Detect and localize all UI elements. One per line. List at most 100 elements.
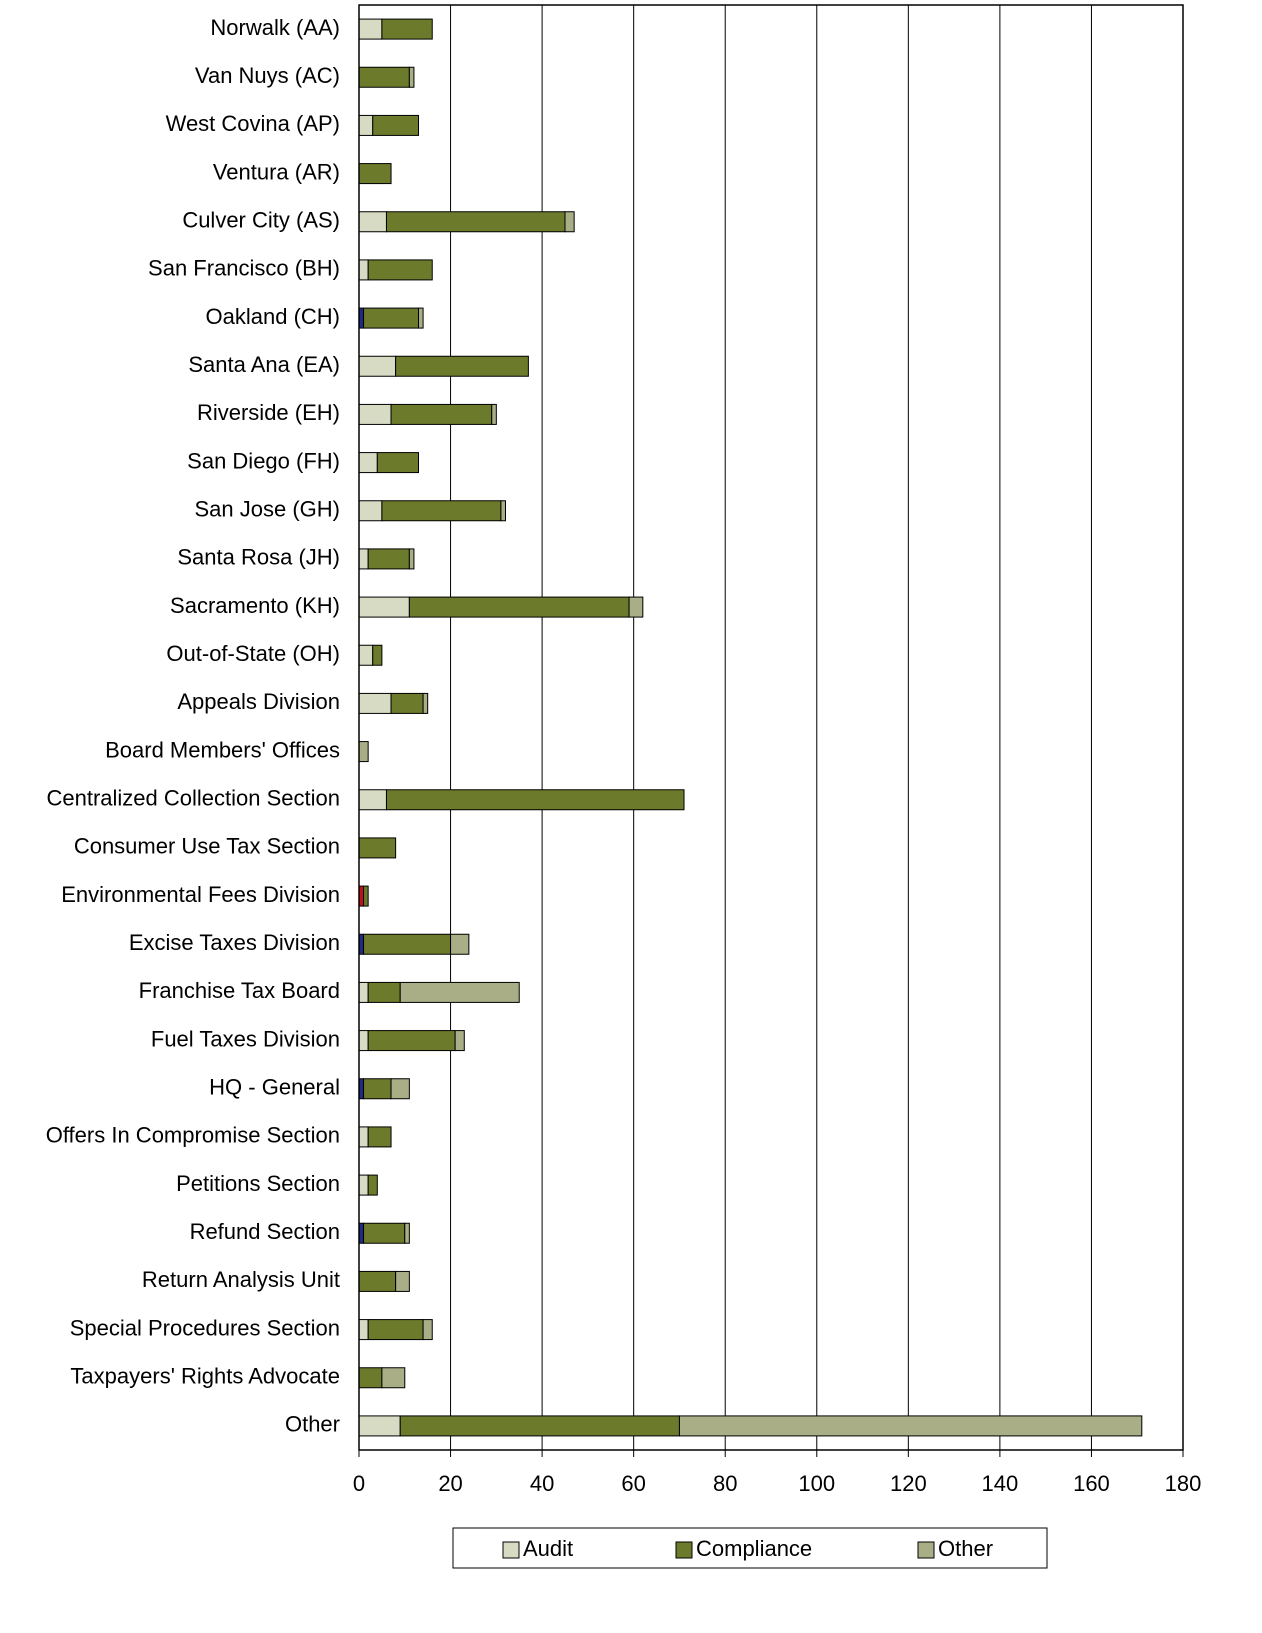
bar-segment (367, 548, 410, 570)
bar-segment (399, 1415, 680, 1437)
bar-segment (358, 741, 369, 763)
bar-segment (385, 789, 685, 811)
bar-segment (363, 307, 420, 329)
legend-swatch (675, 1541, 693, 1559)
bar-segment (399, 981, 520, 1003)
bar-segment (358, 1174, 369, 1196)
bar-segment (678, 1415, 1143, 1437)
bar-segment (404, 1222, 410, 1244)
legend-label: Other (938, 1536, 993, 1561)
bar-segment (372, 114, 420, 136)
bar-segment (422, 1319, 433, 1341)
bar-segment (390, 403, 493, 425)
bar-segment (358, 500, 383, 522)
bar-segment (372, 644, 383, 666)
bar-segment (367, 1319, 424, 1341)
bar-segment (363, 885, 369, 907)
y-tick-label: Out-of-State (OH) (166, 641, 340, 666)
y-tick-label: Refund Section (190, 1219, 340, 1244)
bar-segment (358, 114, 374, 136)
y-tick-label: Return Analysis Unit (142, 1267, 340, 1292)
legend-swatch (917, 1541, 935, 1559)
y-tick-label: Centralized Collection Section (47, 786, 341, 811)
legend-label: Compliance (696, 1536, 812, 1561)
y-tick-label: Santa Ana (EA) (188, 352, 340, 377)
bar-segment (358, 644, 374, 666)
bar-segment (381, 500, 502, 522)
bar-segment (408, 596, 630, 618)
y-tick-label: Fuel Taxes Division (151, 1026, 340, 1051)
bar-segment (358, 981, 369, 1003)
bar-segment (358, 1367, 383, 1389)
y-tick-label: San Diego (FH) (187, 448, 340, 473)
x-tick-label: 0 (353, 1471, 365, 1496)
x-tick-label: 80 (713, 1471, 737, 1496)
bar-segment (450, 933, 470, 955)
bar-segment (363, 1222, 406, 1244)
x-tick-label: 120 (890, 1471, 927, 1496)
bar-segment (363, 1078, 392, 1100)
bar-segment (500, 500, 506, 522)
y-tick-label: Riverside (EH) (197, 400, 340, 425)
bar-segment (564, 211, 575, 233)
y-tick-label: Consumer Use Tax Section (74, 834, 340, 859)
bar-segment (358, 596, 410, 618)
bar-segment (363, 933, 452, 955)
y-tick-label: Van Nuys (AC) (195, 63, 340, 88)
legend-swatch (502, 1541, 520, 1559)
x-tick-label: 180 (1165, 1471, 1202, 1496)
bar-segment (358, 1270, 397, 1292)
x-tick-label: 100 (798, 1471, 835, 1496)
y-tick-label: Ventura (AR) (213, 159, 340, 184)
bar-segment (418, 307, 424, 329)
y-tick-label: Culver City (AS) (182, 208, 340, 233)
bar-segment (628, 596, 644, 618)
x-tick-label: 140 (982, 1471, 1019, 1496)
bar-segment (358, 548, 369, 570)
bar-segment (358, 1319, 369, 1341)
legend-label: Audit (523, 1536, 573, 1561)
bar-segment (367, 259, 433, 281)
bar-segment (358, 452, 378, 474)
bar-segment (390, 692, 424, 714)
bar-segment (358, 1415, 401, 1437)
bar-segment (358, 692, 392, 714)
bar-segment (358, 66, 410, 88)
bar-segment (408, 66, 415, 88)
bar-segment (367, 1174, 378, 1196)
y-tick-label: Special Procedures Section (70, 1315, 340, 1340)
bar-segment (358, 1126, 369, 1148)
x-tick-label: 20 (438, 1471, 462, 1496)
bar-segment (454, 1030, 465, 1052)
y-tick-label: Other (285, 1412, 340, 1437)
y-tick-label: HQ - General (209, 1075, 340, 1100)
y-tick-label: Sacramento (KH) (170, 593, 340, 618)
plot-frame (358, 4, 1184, 1451)
bar-segment (491, 403, 497, 425)
y-tick-label: San Jose (GH) (195, 497, 341, 522)
bar-segment (367, 981, 401, 1003)
bar-segment (358, 837, 397, 859)
legend-box (452, 1527, 1048, 1569)
y-tick-label: Offers In Compromise Section (46, 1123, 340, 1148)
bar-segment (358, 789, 387, 811)
y-tick-label: Appeals Division (177, 689, 340, 714)
bar-segment (395, 1270, 410, 1292)
y-tick-label: Environmental Fees Division (61, 882, 340, 907)
bar-segment (408, 548, 415, 570)
bar-segment (381, 18, 433, 40)
y-tick-label: Board Members' Offices (105, 737, 340, 762)
y-tick-label: Norwalk (AA) (210, 15, 340, 40)
x-tick-label: 40 (530, 1471, 554, 1496)
bar-segment (381, 1367, 406, 1389)
bar-segment (358, 211, 387, 233)
y-tick-label: Oakland (CH) (206, 304, 340, 329)
y-tick-label: Franchise Tax Board (139, 978, 340, 1003)
x-tick-label: 160 (1073, 1471, 1110, 1496)
bar-segment (376, 452, 420, 474)
bar-segment (390, 1078, 410, 1100)
bar-segment (367, 1126, 392, 1148)
bar-segment (358, 403, 392, 425)
y-tick-label: Excise Taxes Division (129, 930, 340, 955)
